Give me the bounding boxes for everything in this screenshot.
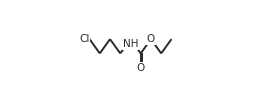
Text: O: O bbox=[137, 63, 145, 73]
Text: O: O bbox=[147, 34, 155, 44]
Text: Cl: Cl bbox=[79, 34, 90, 44]
Text: NH: NH bbox=[123, 39, 138, 49]
